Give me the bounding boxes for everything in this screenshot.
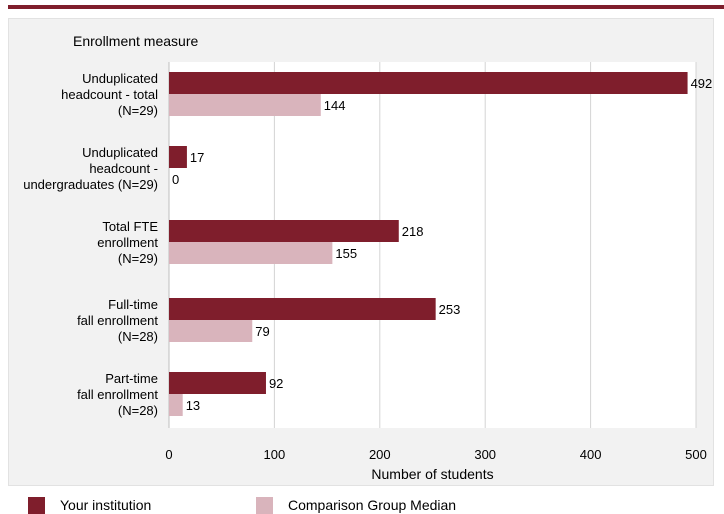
bar xyxy=(169,220,399,242)
category-label: (N=28) xyxy=(118,329,158,344)
category-label: enrollment xyxy=(97,235,158,250)
bar xyxy=(169,94,321,116)
category-label: headcount - xyxy=(89,161,158,176)
bar xyxy=(169,72,688,94)
legend-label-your-institution: Your institution xyxy=(60,497,152,513)
data-label: 0 xyxy=(172,172,179,187)
data-label: 17 xyxy=(190,150,204,165)
x-axis-label: Number of students xyxy=(371,466,493,482)
x-tick-label: 500 xyxy=(685,447,707,462)
x-tick-label: 300 xyxy=(474,447,496,462)
data-label: 13 xyxy=(186,398,200,413)
legend-swatch-your-institution xyxy=(28,497,45,514)
x-tick-label: 100 xyxy=(264,447,286,462)
category-label: (N=29) xyxy=(118,103,158,118)
category-label: fall enrollment xyxy=(77,313,158,328)
x-tick-label: 200 xyxy=(369,447,391,462)
bar xyxy=(169,146,187,168)
data-label: 218 xyxy=(402,224,424,239)
x-tick-label: 0 xyxy=(165,447,172,462)
category-label: headcount - total xyxy=(61,87,158,102)
legend-swatch-comparison-median xyxy=(256,497,273,514)
top-rule xyxy=(8,5,724,9)
bar xyxy=(169,298,436,320)
category-label: Unduplicated xyxy=(82,145,158,160)
data-label: 79 xyxy=(255,324,269,339)
category-label: undergraduates (N=29) xyxy=(23,177,158,192)
category-label: Part-time xyxy=(105,371,158,386)
legend-label-comparison-median: Comparison Group Median xyxy=(288,497,457,513)
bar xyxy=(169,242,333,264)
bar xyxy=(169,320,253,342)
category-label: Total FTE xyxy=(102,219,158,234)
category-label: Full-time xyxy=(108,297,158,312)
data-label: 144 xyxy=(324,98,346,113)
x-tick-label: 400 xyxy=(580,447,602,462)
chart-title: Enrollment measure xyxy=(73,33,199,49)
category-label: (N=28) xyxy=(118,403,158,418)
category-label: (N=29) xyxy=(118,251,158,266)
data-label: 492 xyxy=(691,76,713,91)
data-label: 92 xyxy=(269,376,283,391)
data-label: 155 xyxy=(335,246,357,261)
category-label: Unduplicated xyxy=(82,71,158,86)
data-label: 253 xyxy=(439,302,461,317)
bar xyxy=(169,394,183,416)
bar xyxy=(169,372,266,394)
category-label: fall enrollment xyxy=(77,387,158,402)
